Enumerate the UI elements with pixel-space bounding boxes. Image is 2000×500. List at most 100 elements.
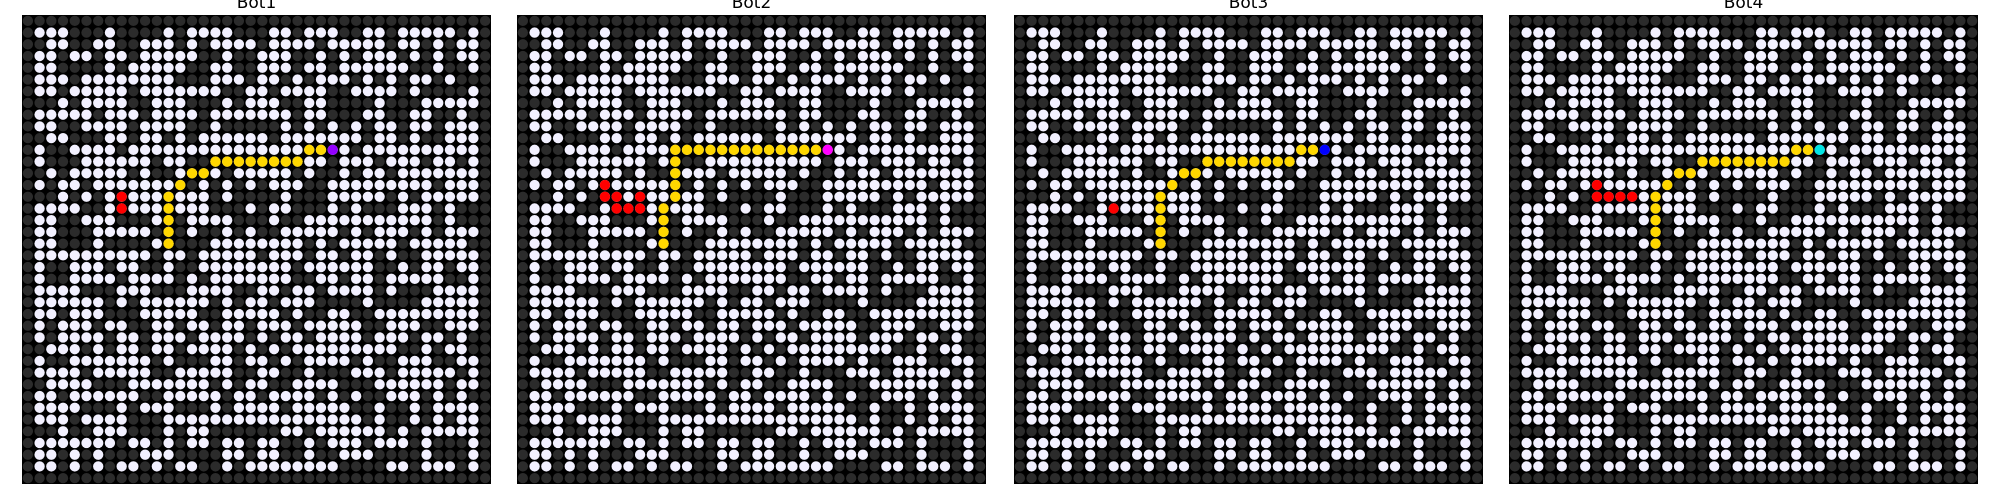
open-cell: [928, 332, 939, 343]
blocked-cell: [339, 367, 350, 378]
open-cell: [1026, 238, 1037, 249]
open-cell: [163, 27, 174, 38]
open-cell: [611, 74, 622, 85]
blocked-cell: [1073, 203, 1084, 214]
open-cell: [928, 414, 939, 425]
blocked-cell: [939, 355, 951, 367]
open-cell: [763, 215, 775, 226]
path-cell: [670, 168, 681, 179]
blocked-cell: [1073, 238, 1084, 249]
open-cell: [810, 132, 822, 144]
open-cell: [752, 156, 763, 167]
open-cell: [233, 308, 245, 320]
blocked-cell: [564, 39, 575, 50]
open-cell: [1697, 39, 1708, 50]
open-cell: [693, 297, 704, 308]
open-cell: [409, 50, 420, 62]
blocked-cell: [1249, 179, 1260, 191]
open-cell: [280, 179, 291, 191]
open-cell: [611, 367, 622, 378]
blocked-cell: [1697, 15, 1708, 27]
open-cell: [57, 426, 69, 437]
blocked-cell: [974, 273, 986, 284]
open-cell: [1108, 426, 1119, 437]
blocked-cell: [810, 168, 822, 179]
open-cell: [846, 390, 857, 402]
blocked-cell: [315, 203, 327, 214]
open-cell: [846, 191, 857, 202]
open-cell: [869, 191, 880, 202]
open-cell: [881, 144, 892, 155]
open-cell: [564, 402, 575, 413]
blocked-cell: [1190, 62, 1201, 73]
open-cell: [362, 191, 374, 202]
open-cell: [1260, 238, 1272, 249]
blocked-cell: [775, 97, 786, 109]
open-cell: [139, 179, 151, 191]
blocked-cell: [315, 121, 327, 132]
open-cell: [529, 238, 540, 249]
blocked-cell: [1931, 39, 1943, 50]
blocked-cell: [1073, 449, 1084, 460]
blocked-cell: [939, 86, 951, 97]
open-cell: [1343, 285, 1354, 296]
blocked-cell: [1120, 97, 1131, 109]
open-cell: [1260, 62, 1272, 73]
blocked-cell: [1603, 15, 1614, 27]
path-cell: [163, 215, 174, 226]
open-cell: [268, 97, 280, 109]
open-cell: [163, 156, 174, 167]
open-cell: [362, 215, 374, 226]
open-cell: [529, 308, 540, 320]
open-cell: [1389, 390, 1401, 402]
blocked-cell: [1272, 74, 1283, 85]
open-cell: [1425, 97, 1436, 109]
blocked-cell: [1908, 15, 1919, 27]
blocked-cell: [175, 285, 186, 296]
blocked-cell: [869, 320, 880, 331]
open-cell: [268, 50, 280, 62]
open-cell: [588, 332, 599, 343]
open-cell: [374, 97, 385, 109]
path-cell: [1178, 168, 1190, 179]
blocked-cell: [1131, 461, 1143, 472]
blocked-cell: [869, 250, 880, 261]
open-cell: [1155, 297, 1166, 308]
blocked-cell: [1014, 144, 1026, 155]
blocked-cell: [576, 238, 587, 249]
open-cell: [928, 39, 939, 50]
blocked-cell: [564, 414, 575, 425]
open-cell: [421, 261, 432, 273]
blocked-cell: [576, 62, 587, 73]
open-cell: [1448, 390, 1459, 402]
blocked-cell: [1366, 355, 1377, 367]
open-cell: [552, 191, 564, 202]
blocked-cell: [128, 132, 139, 144]
open-cell: [717, 27, 728, 38]
blocked-cell: [1471, 109, 1483, 120]
open-cell: [1108, 402, 1119, 413]
blocked-cell: [1343, 74, 1354, 85]
blocked-cell: [1401, 461, 1412, 472]
blocked-cell: [421, 156, 432, 167]
blocked-cell: [151, 355, 162, 367]
open-cell: [1049, 379, 1061, 390]
blocked-cell: [456, 273, 467, 284]
open-cell: [681, 344, 693, 355]
open-cell: [1307, 238, 1319, 249]
blocked-cell: [928, 109, 939, 120]
blocked-cell: [1038, 191, 1049, 202]
blocked-cell: [1389, 414, 1401, 425]
open-cell: [374, 437, 385, 449]
open-cell: [1272, 332, 1283, 343]
open-cell: [116, 426, 127, 437]
open-cell: [1284, 461, 1295, 472]
open-cell: [1085, 426, 1096, 437]
blocked-cell: [362, 332, 374, 343]
open-cell: [928, 379, 939, 390]
blocked-cell: [1331, 27, 1342, 38]
open-cell: [1225, 109, 1237, 120]
open-cell: [705, 414, 716, 425]
open-cell: [280, 261, 291, 273]
blocked-cell: [646, 472, 657, 484]
